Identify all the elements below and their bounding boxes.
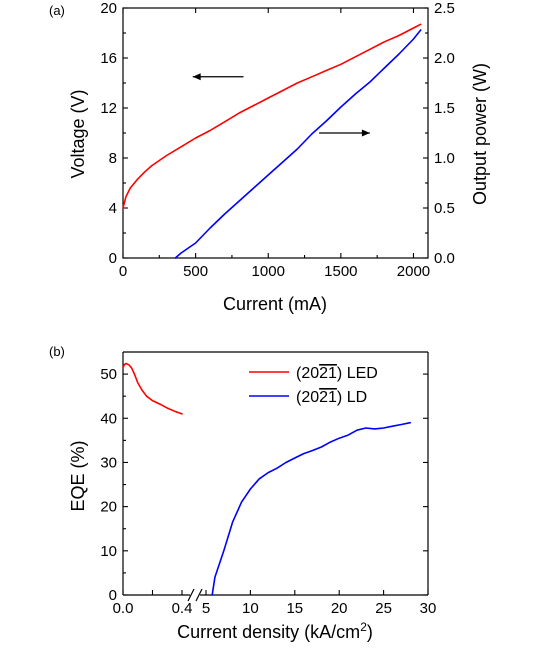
legend-led-overline: 21: [319, 365, 337, 382]
panel-b-y-tick-label: 30: [100, 454, 117, 471]
panel-b-x-axis-label: Current density (kA/cm2): [177, 620, 373, 642]
panel-b-x-tick-label-seg1: 0.4: [172, 600, 193, 617]
panel-b-axis-break-mark-1: [187, 588, 195, 602]
panel-a-right-y-tick-label: 1.5: [434, 100, 455, 117]
panel-b-ld-eqe-line: [211, 421, 411, 596]
panel-b: (b) 0 10 20 30 40 50 0.0 0.4 5 10 15 20 25 30 Current…: [49, 344, 436, 642]
panel-a-x-tick-label: 500: [183, 263, 208, 280]
panel-a-x-tick-label: 1500: [324, 263, 357, 280]
panel-a-arrow-right-head: [361, 129, 370, 137]
panel-a-left-y-axis-label: Voltage (V): [68, 89, 88, 178]
panel-a-left-y-tick-label: 20: [100, 0, 117, 17]
legend-label-led: (2021) LED: [296, 365, 378, 382]
panel-a-right-y-tick-label: 1.0: [434, 150, 455, 167]
panel-a-right-y-tick-label: 0.5: [434, 200, 455, 217]
panel-b-y-tick-label: 20: [100, 499, 117, 516]
panel-a-x-tick-label: 0: [119, 263, 127, 280]
panel-b-x-tick-label-seg2: 30: [420, 600, 437, 617]
panel-a-left-y-tick-label: 0: [109, 250, 117, 267]
panel-b-y-tick-label: 50: [100, 366, 117, 383]
panel-a-left-y-tick-label: 8: [109, 150, 117, 167]
panel-b-x-tick-label-seg2: 25: [375, 600, 392, 617]
panel-b-axis-break-mark-2: [195, 588, 203, 602]
panel-a-voltage-line: [122, 23, 422, 209]
panel-a-x-axis-label: Current (mA): [223, 294, 327, 314]
panel-b-y-tick-label: 10: [100, 543, 117, 560]
panel-b-x-tick-label-seg2: 20: [331, 600, 348, 617]
panel-a-left-y-tick-label: 16: [100, 50, 117, 67]
panel-b-legend: (2021) LED (2021) LD: [249, 365, 378, 406]
panel-b-x-axis-label-suffix: ): [367, 622, 373, 642]
panel-b-y-tick-label: 40: [100, 410, 117, 427]
panel-b-x-tick-label-seg2: 15: [286, 600, 303, 617]
panel-b-led-eqe-line: [122, 362, 183, 415]
panel-b-x-axis-label-superscript: 2: [360, 620, 367, 634]
panel-b-label: (b): [49, 344, 65, 359]
legend-label-ld: (2021) LD: [296, 389, 367, 406]
panel-a-x-tick-label: 1000: [252, 263, 285, 280]
panel-a-label: (a): [49, 3, 65, 18]
panel-a-frame: [122, 7, 429, 259]
legend-ld-overline: 21: [319, 389, 337, 406]
legend-ld-suffix: ) LD: [337, 389, 367, 406]
panel-a-right-y-tick-label: 2.0: [434, 50, 455, 67]
panel-a-power-line: [174, 29, 422, 259]
panel-b-y-tick-label: 0: [109, 587, 117, 604]
panel-b-x-tick-label-seg2: 10: [242, 600, 259, 617]
panel-b-y-axis-label: EQE (%): [68, 440, 88, 511]
panel-b-x-tick-label-seg2: 5: [202, 600, 210, 617]
panel-a-x-tick-label: 2000: [397, 263, 430, 280]
panel-a-right-y-tick-label: 0.0: [434, 250, 455, 267]
legend-led-prefix: (20: [296, 365, 319, 382]
panel-a-left-y-tick-label: 12: [100, 100, 117, 117]
panel-a-plot-area: 0 500 1000 1500 2000 0 4 8 12 16 20 0.0 0.5 1.0 1.5 2.0…: [100, 0, 455, 280]
panel-a-right-y-axis-label: Output power (W): [470, 63, 490, 205]
panel-a-arrow-left-head: [192, 73, 201, 81]
panel-b-x-tick-label-seg1: 0.0: [113, 600, 134, 617]
panel-a-left-y-tick-label: 4: [109, 200, 117, 217]
legend-led-suffix: ) LED: [337, 365, 378, 382]
panel-a-right-y-tick-label: 2.5: [434, 0, 455, 17]
panel-a: (a) 0 500 1000 1500 2000 0 4 8 12 16 20 0.0 0.5 1.0 1.…: [49, 0, 490, 314]
legend-ld-prefix: (20: [296, 389, 319, 406]
panel-b-plot-area: 0 10 20 30 40 50 0.0 0.4 5 10 15 20 25 30: [100, 351, 437, 617]
panel-b-x-axis-label-main: Current density (kA/cm: [177, 622, 360, 642]
